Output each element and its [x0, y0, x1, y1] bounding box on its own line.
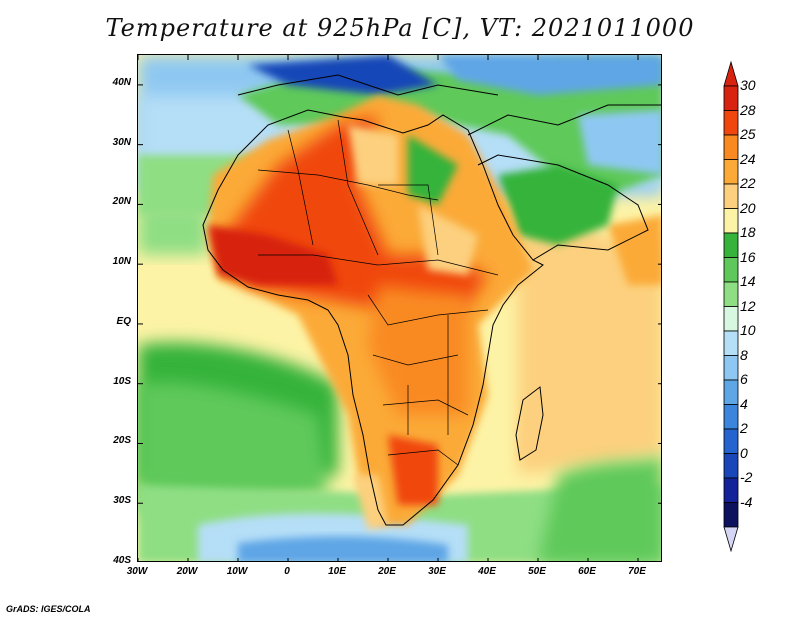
coastlines: [202, 74, 661, 526]
colorbar-segment: [723, 134, 739, 160]
colorbar-label: 30: [740, 77, 756, 93]
colorbar-label: 25: [740, 126, 756, 142]
map-canvas: [138, 55, 661, 561]
lat-tick-label: 30S: [113, 495, 131, 507]
lon-tick-label: 0: [284, 566, 290, 577]
colorbar-label: 8: [740, 346, 748, 363]
lat-tick-label: 20N: [112, 196, 131, 208]
temperature-map: [137, 54, 662, 562]
country-borders: [257, 119, 499, 466]
colorbar-bottom-triangle: [723, 526, 739, 553]
colorbar-label: 6: [740, 371, 748, 387]
lon-tick-label: 20E: [378, 566, 396, 577]
colorbar-label: 2: [740, 420, 748, 436]
lon-tick-label: 30E: [428, 566, 446, 577]
lon-tick-label: 10E: [328, 566, 346, 577]
colorbar-segment: [723, 110, 739, 136]
lon-tick-label: 50E: [528, 566, 546, 577]
colorbar-segment: [723, 306, 739, 332]
colorbar-segment: [723, 477, 739, 503]
africa-land-field: [208, 95, 543, 530]
lon-tick-label: 70E: [628, 566, 646, 577]
colorbar-segment: [723, 208, 739, 234]
lon-tick-label: 30W: [126, 566, 148, 577]
lon-tick-label: 20W: [176, 566, 198, 577]
colorbar-label: 0: [740, 444, 748, 461]
colorbar-label: -4: [740, 493, 753, 510]
colorbar-segment: [723, 404, 739, 430]
colorbar-label: 18: [740, 224, 756, 240]
lat-tick-label: 40S: [113, 555, 131, 566]
colorbar-label: -2: [740, 469, 753, 485]
lat-tick-label: EQ: [116, 315, 131, 327]
lat-tick-label: 10S: [113, 375, 131, 387]
colorbar-segment: [723, 428, 739, 454]
lat-tick-label: 20S: [113, 435, 131, 447]
colorbar-label: 20: [740, 199, 756, 216]
colorbar-top-triangle: [723, 60, 739, 87]
colorbar-label: 4: [740, 395, 748, 412]
colorbar: [723, 60, 739, 553]
colorbar-label: 12: [740, 297, 756, 314]
colorbar-segment: [723, 232, 739, 258]
graticule-ticks: [138, 55, 661, 561]
lat-tick-label: 30N: [112, 136, 131, 148]
colorbar-label: 14: [740, 273, 756, 289]
colorbar-segment: [723, 183, 739, 209]
colorbar-segment: [723, 257, 739, 283]
lat-tick-label: 10N: [112, 256, 131, 268]
colorbar-segment: [723, 453, 739, 479]
colorbar-segment: [723, 85, 739, 111]
lon-tick-label: 10W: [226, 566, 248, 577]
colorbar-segment: [723, 379, 739, 405]
colorbar-segment: [723, 355, 739, 381]
grads-credit: GrADS: IGES/COLA: [6, 604, 91, 614]
colorbar-segment: [723, 502, 739, 528]
lon-tick-label: 60E: [578, 566, 596, 577]
colorbar-segment: [723, 281, 739, 307]
lon-tick-label: 40E: [478, 566, 496, 577]
colorbar-label: 28: [740, 101, 756, 118]
colorbar-label: 16: [740, 248, 756, 265]
eurasia-land-field: [238, 55, 661, 245]
colorbar-label: 22: [740, 175, 756, 191]
colorbar-label: 24: [740, 150, 756, 167]
colorbar-segment: [723, 330, 739, 356]
colorbar-segment: [723, 159, 739, 185]
map-title: Temperature at 925hPa [C], VT: 202101100…: [105, 14, 695, 42]
lat-tick-label: 40N: [112, 76, 131, 88]
colorbar-label: 10: [740, 322, 756, 338]
